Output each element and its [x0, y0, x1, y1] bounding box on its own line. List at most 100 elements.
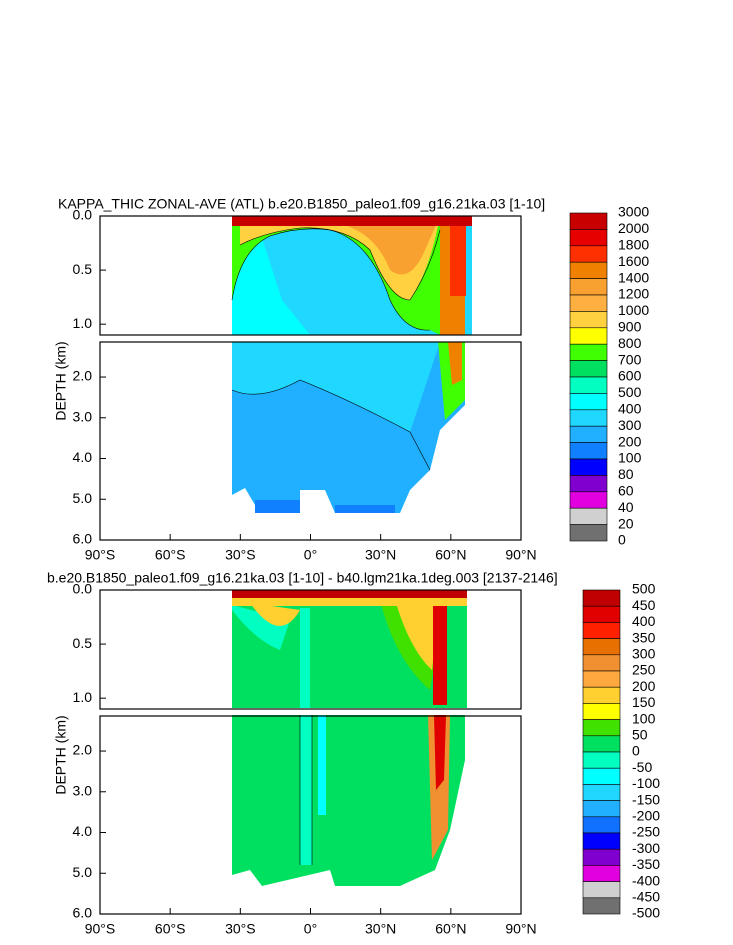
contour-field — [231, 216, 472, 513]
colorbar-label: -150 — [632, 791, 660, 807]
x-tick-label: 60°N — [435, 547, 466, 563]
colorbar-label: 80 — [618, 466, 634, 482]
y-tick-label: 6.0 — [73, 531, 93, 547]
colorbar-label: -100 — [632, 775, 660, 791]
colorbar-swatch — [569, 229, 608, 247]
colorbar-swatch — [582, 686, 621, 704]
colorbar-swatch — [582, 767, 621, 785]
colorbar-swatch — [569, 425, 608, 443]
colorbar-label: 50 — [632, 727, 648, 743]
colorbar-swatch — [582, 800, 621, 818]
colorbar-label: 800 — [618, 335, 642, 351]
colorbar-label: 500 — [632, 581, 656, 597]
x-tick-label: 30°S — [225, 921, 256, 937]
y-tick-label: 0.5 — [73, 261, 93, 277]
chart-title: KAPPA_THIC ZONAL-AVE (ATL) b.e20.B1850_p… — [58, 196, 545, 212]
colorbar-swatch — [582, 832, 621, 850]
panel-frame — [99, 215, 522, 336]
x-tick-label: 60°S — [155, 547, 186, 563]
colorbar-swatch — [582, 751, 621, 769]
colorbar-label: 0 — [618, 532, 626, 548]
colorbar-label: 400 — [632, 613, 656, 629]
x-tick-label: 0° — [304, 547, 317, 563]
y-tick-label: 4.0 — [73, 449, 93, 465]
x-tick-label: 90°S — [85, 921, 116, 937]
colorbar-swatch — [569, 442, 608, 460]
y-tick-label: 6.0 — [73, 905, 93, 921]
colorbar-swatch — [582, 670, 621, 688]
colorbar-swatch — [582, 605, 621, 623]
colorbar-swatch — [569, 212, 608, 230]
colorbar-swatch — [569, 491, 608, 509]
colorbar-label: 350 — [632, 629, 656, 645]
colorbar-swatch — [569, 278, 608, 296]
colorbar-label: -500 — [632, 905, 660, 921]
colorbar-label: 250 — [632, 662, 656, 678]
colorbar-swatch — [569, 294, 608, 312]
x-tick-label: 0° — [304, 921, 317, 937]
y-tick-label: 0.5 — [73, 635, 93, 651]
colorbar-swatch — [582, 703, 621, 720]
x-tick-label: 90°N — [505, 921, 536, 937]
y-tick-label: 1.0 — [73, 315, 93, 331]
colorbar-swatch — [569, 524, 608, 542]
y-tick-label: 5.0 — [73, 490, 93, 506]
colorbar-swatch — [569, 376, 608, 394]
colorbar-label: 20 — [618, 515, 634, 531]
colorbar-swatch — [569, 458, 608, 476]
colorbar-swatch — [569, 507, 608, 525]
colorbar-swatch — [582, 848, 621, 866]
colorbar-swatch — [569, 393, 608, 411]
colorbar-label: 150 — [632, 694, 656, 710]
colorbar-label: 3000 — [618, 204, 649, 220]
colorbar-swatch — [582, 622, 621, 639]
y-tick-label: 3.0 — [73, 408, 93, 424]
colorbar-swatch — [582, 654, 621, 672]
y-axis-label: DEPTH (km) — [53, 341, 69, 420]
y-tick-label: 2.0 — [73, 368, 93, 384]
colorbar-swatch — [582, 881, 621, 899]
colorbar-label: 60 — [618, 483, 634, 499]
colorbar-label: -450 — [632, 889, 660, 905]
colorbar-swatch — [569, 360, 608, 378]
x-tick-label: 60°N — [435, 921, 466, 937]
colorbar-swatch — [569, 261, 608, 279]
colorbar-label: 200 — [632, 678, 656, 694]
colorbar-label: 1000 — [618, 302, 649, 318]
y-tick-label: 5.0 — [73, 864, 93, 880]
colorbar-label: -200 — [632, 808, 660, 824]
colorbar-swatch — [582, 735, 621, 753]
y-tick-label: 4.0 — [73, 823, 93, 839]
colorbar-label: -400 — [632, 872, 660, 888]
colorbar-swatch — [569, 311, 608, 329]
colorbar-label: 2000 — [618, 220, 649, 236]
colorbar-swatch — [582, 638, 621, 656]
x-tick-label: 90°S — [85, 547, 116, 563]
y-axis-label: DEPTH (km) — [53, 715, 69, 794]
colorbar-label: 300 — [618, 417, 642, 433]
colorbar-label: 0 — [632, 743, 640, 759]
colorbar-label: 100 — [618, 450, 642, 466]
colorbar-label: 450 — [632, 597, 656, 613]
colorbar-swatch — [569, 327, 608, 345]
colorbar-label: -300 — [632, 840, 660, 856]
y-tick-label: 2.0 — [73, 742, 93, 758]
colorbar-label: 500 — [618, 384, 642, 400]
colorbar-label: 1800 — [618, 237, 649, 253]
colorbar-label: 900 — [618, 319, 642, 335]
y-tick-label: 0.0 — [73, 207, 93, 223]
colorbar-swatch — [569, 245, 608, 263]
colorbar-label: 40 — [618, 499, 634, 515]
y-tick-label: 1.0 — [73, 689, 93, 705]
contour-field — [232, 590, 467, 886]
colorbar-label: 700 — [618, 351, 642, 367]
colorbar-label: -350 — [632, 856, 660, 872]
colorbar-swatch — [582, 589, 621, 607]
colorbar-swatch — [569, 343, 608, 361]
colorbar-label: 600 — [618, 368, 642, 384]
colorbar-swatch — [569, 409, 608, 427]
x-tick-label: 60°S — [155, 921, 186, 937]
colorbar-swatch — [582, 719, 621, 737]
colorbar-swatch — [569, 475, 608, 493]
